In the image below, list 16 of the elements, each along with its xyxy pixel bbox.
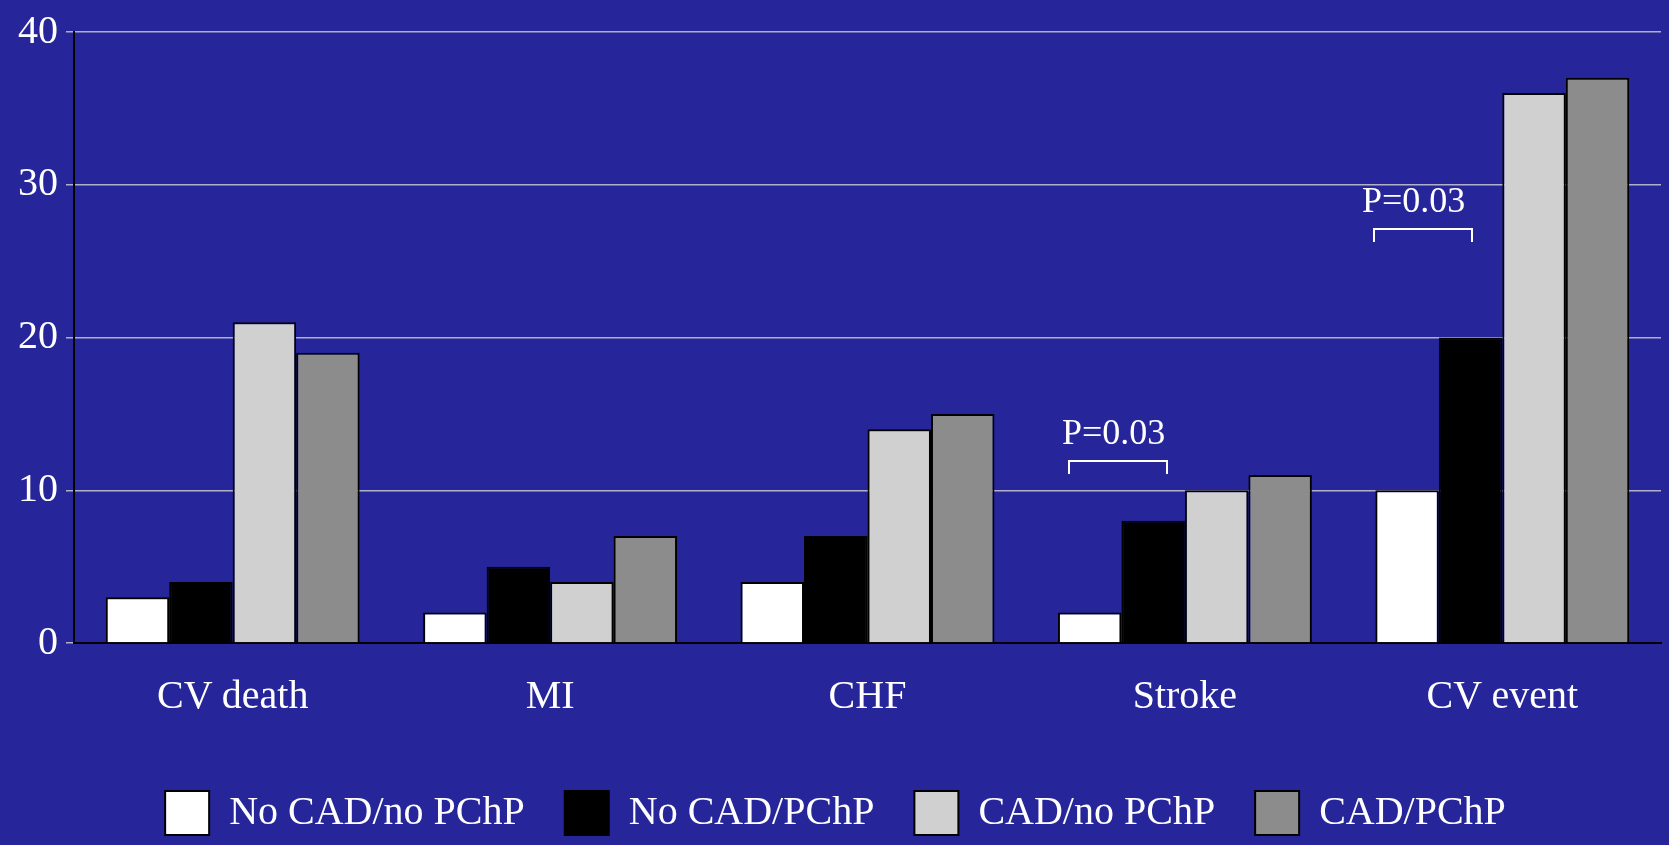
legend-label: No CAD/no PChP (229, 787, 525, 833)
x-tick-label: CHF (828, 671, 907, 717)
legend-label: CAD/PChP (1319, 787, 1506, 833)
legend-label: No CAD/PChP (628, 787, 875, 833)
y-tick-label: 10 (18, 464, 58, 510)
y-tick-label: 40 (18, 6, 58, 52)
x-tick-label: Stroke (1132, 671, 1238, 717)
x-tick-label: CV death (156, 671, 309, 717)
annotation: P=0.03 (1362, 180, 1466, 220)
annotation: P=0.03 (1062, 412, 1166, 452)
y-tick-label: 30 (18, 159, 58, 205)
x-tick-label: MI (525, 671, 575, 717)
y-tick-label: 20 (18, 312, 58, 357)
x-tick-label: CV event (1426, 671, 1579, 717)
y-tick-label: 0 (38, 617, 58, 663)
legend-label: CAD/no PChP (978, 787, 1216, 833)
